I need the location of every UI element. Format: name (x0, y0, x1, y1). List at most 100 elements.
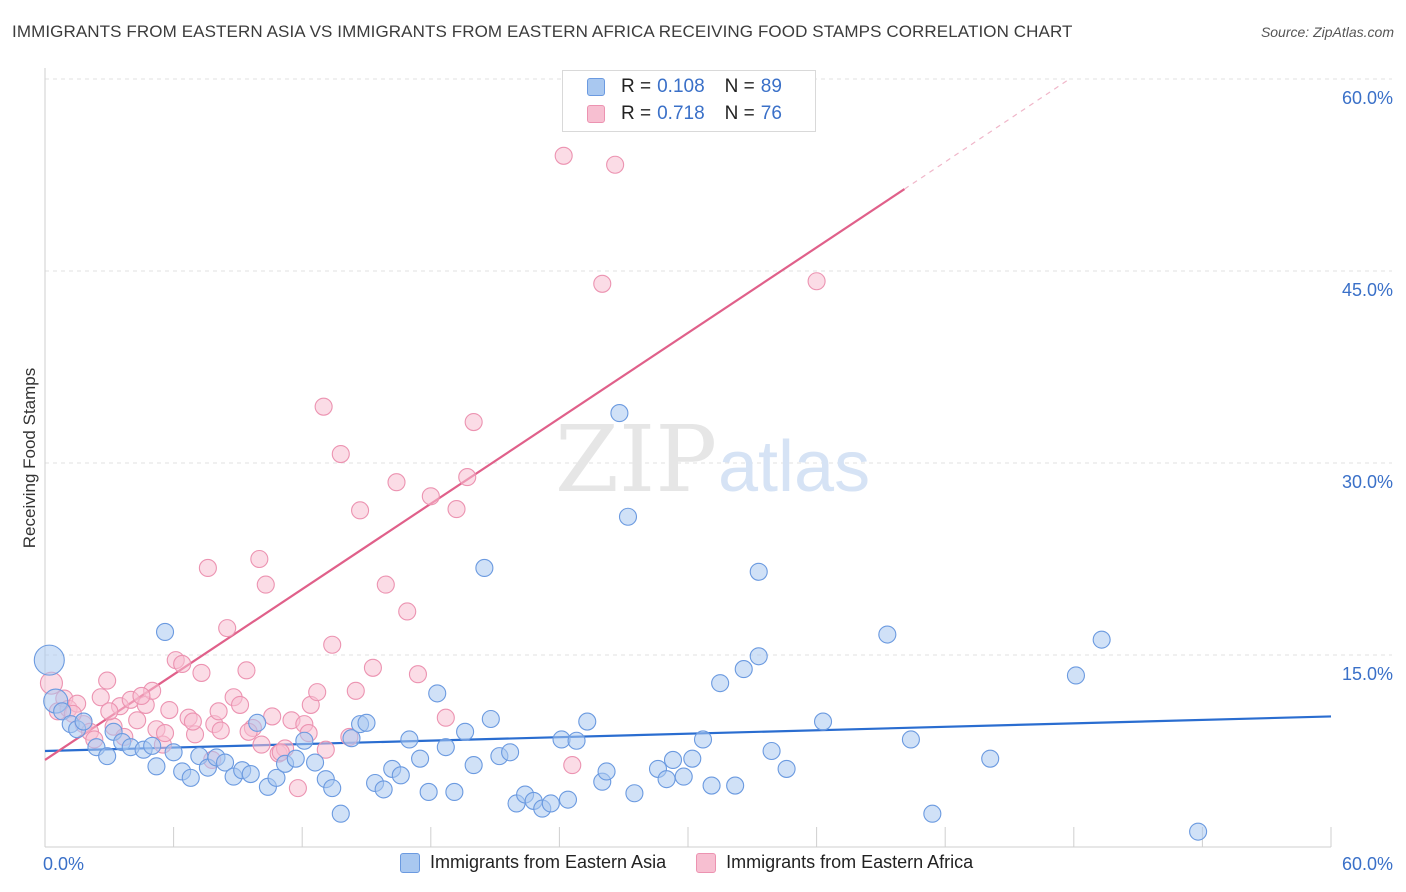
point-eastern-asia (331, 804, 350, 823)
point-eastern-asia (734, 660, 753, 679)
point-eastern-asia (342, 729, 361, 748)
point-eastern-africa (252, 735, 271, 754)
point-eastern-africa (323, 635, 342, 654)
point-eastern-africa (155, 724, 175, 743)
point-eastern-asia (777, 759, 796, 778)
legend-r-label: R = (621, 76, 652, 97)
point-eastern-asia (53, 702, 72, 721)
legend-swatch-blue (587, 78, 605, 96)
legend-row-blue: R = 0.108 N = 89 (587, 75, 782, 99)
point-eastern-africa (160, 700, 179, 720)
point-eastern-asia (663, 750, 683, 770)
point-eastern-africa (563, 756, 582, 775)
point-eastern-africa (183, 712, 202, 731)
point-eastern-asia (552, 730, 571, 749)
point-eastern-asia (286, 749, 305, 768)
point-eastern-africa (132, 686, 151, 706)
point-eastern-asia (248, 713, 267, 732)
x-tick-label: 0.0% (43, 854, 84, 874)
point-eastern-africa (192, 663, 211, 682)
point-eastern-africa (173, 654, 192, 674)
point-eastern-asia (155, 622, 175, 642)
point-eastern-africa (198, 558, 217, 578)
point-eastern-asia (147, 757, 166, 776)
point-eastern-asia (901, 730, 920, 749)
y-axis-label: Receiving Food Stamps (20, 368, 39, 548)
x-tick-label: 60.0% (1342, 854, 1393, 874)
point-eastern-asia (306, 753, 325, 772)
point-eastern-africa (288, 779, 307, 798)
point-eastern-asia (501, 743, 520, 762)
point-eastern-africa (436, 708, 455, 727)
watermark-zip: ZIP (555, 406, 717, 513)
chart-title: IMMIGRANTS FROM EASTERN ASIA VS IMMIGRAN… (12, 22, 1073, 41)
point-eastern-asia (74, 712, 93, 731)
point-eastern-asia (411, 749, 430, 768)
point-eastern-asia (481, 709, 500, 729)
point-eastern-asia (419, 782, 438, 802)
point-eastern-africa (421, 487, 440, 506)
legend-n-value: 76 (760, 103, 782, 124)
data-points (33, 146, 1208, 841)
point-eastern-africa (447, 500, 466, 519)
point-eastern-africa (218, 619, 237, 638)
y-tick-labels: 15.0% 30.0% 45.0% 60.0% (1342, 88, 1393, 684)
point-eastern-asia (164, 743, 183, 762)
legend-item-eastern-africa: Immigrants from Eastern Africa (696, 852, 973, 873)
point-eastern-asia (33, 644, 65, 676)
point-eastern-africa (408, 665, 427, 684)
point-eastern-africa (211, 721, 230, 740)
point-eastern-asia (464, 756, 483, 775)
point-eastern-asia (762, 741, 781, 761)
axes (44, 68, 1332, 848)
point-eastern-asia (445, 782, 464, 802)
point-eastern-asia (1066, 666, 1085, 685)
point-eastern-asia (618, 507, 638, 526)
point-eastern-africa (256, 575, 275, 594)
point-eastern-asia (597, 762, 616, 781)
point-eastern-asia (98, 747, 117, 766)
point-eastern-africa (331, 444, 350, 464)
legend-label-eastern-asia: Immigrants from Eastern Asia (430, 852, 667, 872)
gridlines (45, 78, 1392, 656)
point-eastern-asia (726, 776, 745, 795)
point-eastern-africa (128, 711, 147, 730)
legend-n-label: N = (724, 76, 755, 97)
point-eastern-asia (143, 736, 162, 755)
trend-line-extension (904, 78, 1070, 190)
point-eastern-asia (567, 731, 586, 750)
point-eastern-asia (436, 738, 455, 757)
point-eastern-asia (702, 776, 721, 795)
point-eastern-africa (807, 272, 826, 291)
point-eastern-africa (98, 671, 117, 690)
point-eastern-asia (625, 784, 644, 803)
point-eastern-asia (1189, 822, 1208, 841)
watermark-atlas: atlas (718, 427, 870, 507)
point-eastern-asia (295, 731, 314, 750)
point-eastern-africa (363, 658, 382, 677)
point-eastern-africa (237, 661, 256, 680)
point-eastern-asia (981, 749, 1000, 768)
point-eastern-asia (813, 712, 833, 731)
point-eastern-africa (376, 575, 395, 594)
legend-label-eastern-africa: Immigrants from Eastern Africa (726, 852, 974, 872)
point-eastern-asia (181, 768, 200, 787)
point-eastern-africa (209, 702, 228, 721)
point-eastern-africa (346, 681, 365, 700)
legend-swatch-pink (696, 852, 717, 873)
point-eastern-asia (1092, 630, 1111, 649)
y-tick-label: 30.0% (1342, 472, 1393, 492)
point-eastern-africa (398, 602, 417, 621)
point-eastern-asia (374, 780, 393, 799)
point-eastern-africa (458, 468, 477, 487)
point-eastern-asia (267, 768, 286, 787)
point-eastern-asia (428, 684, 447, 703)
series-legend: Immigrants from Eastern Asia Immigrants … (400, 852, 1003, 873)
point-eastern-asia (241, 764, 260, 784)
point-eastern-asia (323, 779, 342, 798)
point-eastern-africa (100, 702, 119, 721)
point-eastern-asia (391, 766, 410, 785)
point-eastern-asia (215, 753, 235, 772)
point-eastern-asia (693, 730, 713, 749)
point-eastern-asia (475, 558, 494, 578)
